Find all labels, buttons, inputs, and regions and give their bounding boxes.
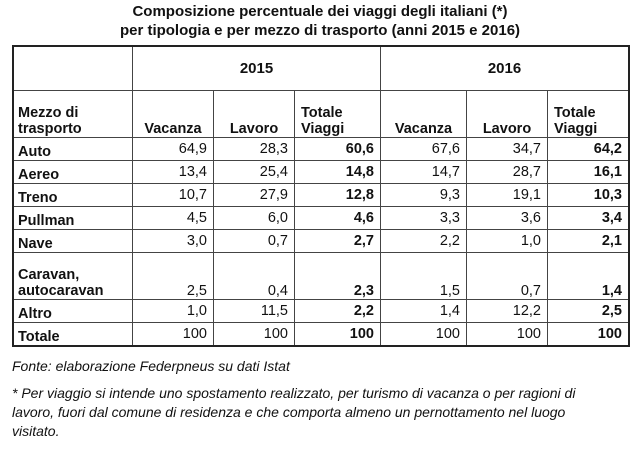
row-label: Pullman bbox=[12, 206, 133, 230]
column-header: Totale Viaggi bbox=[547, 90, 630, 138]
cell: 100 bbox=[213, 322, 295, 347]
cell: 1,4 bbox=[547, 252, 630, 300]
note: * Per viaggio si intende uno spostamento… bbox=[12, 385, 576, 439]
title: Composizione percentuale dei viaggi degl… bbox=[0, 2, 640, 40]
year-header: 2015 bbox=[132, 45, 381, 91]
header-row: 2015 2016 bbox=[12, 45, 630, 91]
data-row: Caravan, autocaravan 2,5 0,4 2,3 1,5 0,7 1,4 bbox=[12, 252, 630, 300]
column-header: Lavoro bbox=[466, 90, 548, 138]
cell: 3,6 bbox=[466, 206, 548, 230]
cell: 16,1 bbox=[547, 160, 630, 184]
cell: 60,6 bbox=[294, 137, 381, 161]
source: Fonte: elaborazione Federpneus su dati I… bbox=[12, 358, 290, 374]
year-header: 2016 bbox=[380, 45, 630, 91]
cell: 64,9 bbox=[132, 137, 214, 161]
data-row: Totale 100 100 100 100 100 100 bbox=[12, 322, 630, 347]
cell: 64,2 bbox=[547, 137, 630, 161]
data-row: Aereo 13,4 25,4 14,8 14,7 28,7 16,1 bbox=[12, 160, 630, 184]
cell: 2,5 bbox=[132, 252, 214, 300]
cell: 4,6 bbox=[294, 206, 381, 230]
row-label: Auto bbox=[12, 137, 133, 161]
cell: 2,2 bbox=[294, 299, 381, 323]
cell: 2,1 bbox=[547, 229, 630, 253]
cell: 0,7 bbox=[213, 229, 295, 253]
column-header: Vacanza bbox=[380, 90, 467, 138]
cell: 1,4 bbox=[380, 299, 467, 323]
cell: 100 bbox=[132, 322, 214, 347]
cell: 2,7 bbox=[294, 229, 381, 253]
cell: 10,3 bbox=[547, 183, 630, 207]
cell: 4,5 bbox=[132, 206, 214, 230]
cell: 14,8 bbox=[294, 160, 381, 184]
row-label: Nave bbox=[12, 229, 133, 253]
title-line: Composizione percentuale dei viaggi degl… bbox=[132, 3, 508, 20]
cell: 3,0 bbox=[132, 229, 214, 253]
row-header: Mezzo di trasporto bbox=[12, 90, 133, 138]
cell: 100 bbox=[380, 322, 467, 347]
cell: 3,4 bbox=[547, 206, 630, 230]
cell: 0,4 bbox=[213, 252, 295, 300]
row-label: Totale bbox=[12, 322, 133, 347]
cell: 14,7 bbox=[380, 160, 467, 184]
cell: 6,0 bbox=[213, 206, 295, 230]
cell: 19,1 bbox=[466, 183, 548, 207]
cell: 2,2 bbox=[380, 229, 467, 253]
cell: 25,4 bbox=[213, 160, 295, 184]
data-row: Auto 64,9 28,3 60,6 67,6 34,7 64,2 bbox=[12, 137, 630, 161]
row-label: Altro bbox=[12, 299, 133, 323]
header-row: Mezzo di trasporto Vacanza Lavoro Totale Vi… bbox=[12, 90, 630, 138]
title-line: per tipologia e per mezzo di trasporto (… bbox=[119, 22, 521, 39]
cell: 1,0 bbox=[132, 299, 214, 323]
cell: 1,5 bbox=[380, 252, 467, 300]
cell: 10,7 bbox=[132, 183, 214, 207]
data-row: Nave 3,0 0,7 2,7 2,2 1,0 2,1 bbox=[12, 229, 630, 253]
cell: 3,3 bbox=[380, 206, 467, 230]
column-header: Vacanza bbox=[132, 90, 214, 138]
cell: 2,5 bbox=[547, 299, 630, 323]
row-label: Treno bbox=[12, 183, 133, 207]
cell: 27,9 bbox=[213, 183, 295, 207]
cell: 100 bbox=[466, 322, 548, 347]
cell: 1,0 bbox=[466, 229, 548, 253]
cell: 11,5 bbox=[213, 299, 295, 323]
cell: 100 bbox=[294, 322, 381, 347]
column-header: Lavoro bbox=[213, 90, 295, 138]
cell: 2,3 bbox=[294, 252, 381, 300]
corner-cell bbox=[12, 45, 133, 91]
cell: 0,7 bbox=[466, 252, 548, 300]
cell: 34,7 bbox=[466, 137, 548, 161]
cell: 100 bbox=[547, 322, 630, 347]
data-table: 2015 2016 Mezzo di trasporto Vacanza Lavoro T… bbox=[12, 45, 630, 347]
cell: 67,6 bbox=[380, 137, 467, 161]
cell: 9,3 bbox=[380, 183, 467, 207]
cell: 13,4 bbox=[132, 160, 214, 184]
data-row: Pullman 4,5 6,0 4,6 3,3 3,6 3,4 bbox=[12, 206, 630, 230]
row-label: Aereo bbox=[12, 160, 133, 184]
cell: 12,2 bbox=[466, 299, 548, 323]
cell: 28,3 bbox=[213, 137, 295, 161]
data-row: Altro 1,0 11,5 2,2 1,4 12,2 2,5 bbox=[12, 299, 630, 323]
row-label: Caravan, autocaravan bbox=[12, 252, 133, 300]
column-header: Totale Viaggi bbox=[294, 90, 381, 138]
cell: 12,8 bbox=[294, 183, 381, 207]
cell: 28,7 bbox=[466, 160, 548, 184]
data-row: Treno 10,7 27,9 12,8 9,3 19,1 10,3 bbox=[12, 183, 630, 207]
